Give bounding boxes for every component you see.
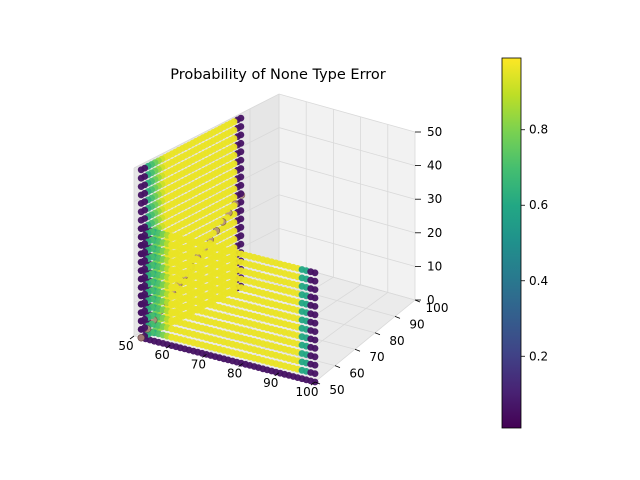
data-point (137, 166, 145, 174)
z-tick-label: 10 (427, 259, 442, 273)
colorbar-bar (501, 57, 522, 429)
grid-line-z (133, 93, 416, 169)
x-tick-label: 60 (155, 348, 170, 362)
back-pane (279, 94, 415, 300)
x-tick-label: 100 (296, 385, 319, 399)
x-tick (274, 372, 280, 377)
y-tick (314, 381, 321, 385)
data-point (137, 225, 145, 233)
z-tick-label: 0 (427, 293, 435, 307)
data-point (137, 275, 145, 283)
data-point (311, 286, 319, 293)
x-tick (202, 354, 207, 358)
colorbar-tick-label: 0.8 (529, 123, 548, 137)
z-tick-label: 50 (427, 125, 442, 139)
colorbar-tick-label: 0.4 (529, 274, 548, 288)
x-tick-label: 50 (118, 339, 133, 353)
data-point (311, 361, 319, 369)
data-point (311, 319, 319, 327)
y-tick (394, 316, 401, 319)
data-point (137, 267, 145, 274)
y-tick-label: 50 (329, 383, 344, 397)
data-point (137, 258, 145, 266)
data-point (311, 353, 319, 361)
data-point (137, 216, 145, 224)
y-tick (374, 332, 381, 336)
x-tick-label: 70 (191, 357, 206, 371)
x-tick (238, 363, 243, 367)
y-tick (354, 348, 361, 352)
y-tick-label: 80 (389, 334, 404, 348)
y-tick-label: 70 (369, 350, 384, 364)
data-point (137, 208, 145, 216)
data-point (137, 317, 145, 325)
z-tick-label: 30 (427, 192, 442, 206)
x-tick (129, 335, 135, 340)
data-point (311, 328, 319, 335)
data-point (137, 183, 145, 191)
data-point (311, 303, 319, 310)
data-point (311, 336, 319, 344)
data-point (137, 174, 145, 182)
data-point (137, 309, 145, 316)
data-point (137, 284, 145, 291)
data-point (311, 294, 319, 302)
data-point (311, 311, 319, 319)
data-point (311, 277, 319, 285)
data-point (311, 345, 319, 352)
data-point (137, 326, 145, 333)
data-point (137, 233, 145, 241)
z-tick-label: 40 (427, 159, 442, 173)
x-tick (165, 344, 171, 349)
x-tick (310, 381, 316, 386)
scatter-points (137, 114, 319, 386)
z-tick-label: 20 (427, 226, 442, 240)
x-tick-label: 80 (227, 367, 242, 381)
data-point (137, 200, 145, 207)
colorbar-tick-label: 0.2 (529, 349, 548, 363)
x-tick-label: 90 (263, 376, 278, 390)
chart-title: Probability of None Type Error (170, 67, 386, 83)
data-point (137, 292, 145, 300)
y-tick-label: 60 (349, 367, 364, 381)
colorbar: 0.2 0.4 0.6 0.8 (501, 57, 548, 429)
data-point (137, 300, 145, 308)
colorbar-tick-label: 0.6 (529, 198, 548, 212)
data-point (137, 191, 145, 199)
data-point (311, 370, 319, 377)
data-point (311, 269, 319, 277)
data-point (137, 334, 145, 342)
y-tick (334, 365, 341, 368)
y-tick-label: 90 (409, 317, 424, 331)
data-point (137, 242, 145, 249)
data-point (137, 250, 145, 258)
y-tick-label: 100 (426, 301, 449, 315)
